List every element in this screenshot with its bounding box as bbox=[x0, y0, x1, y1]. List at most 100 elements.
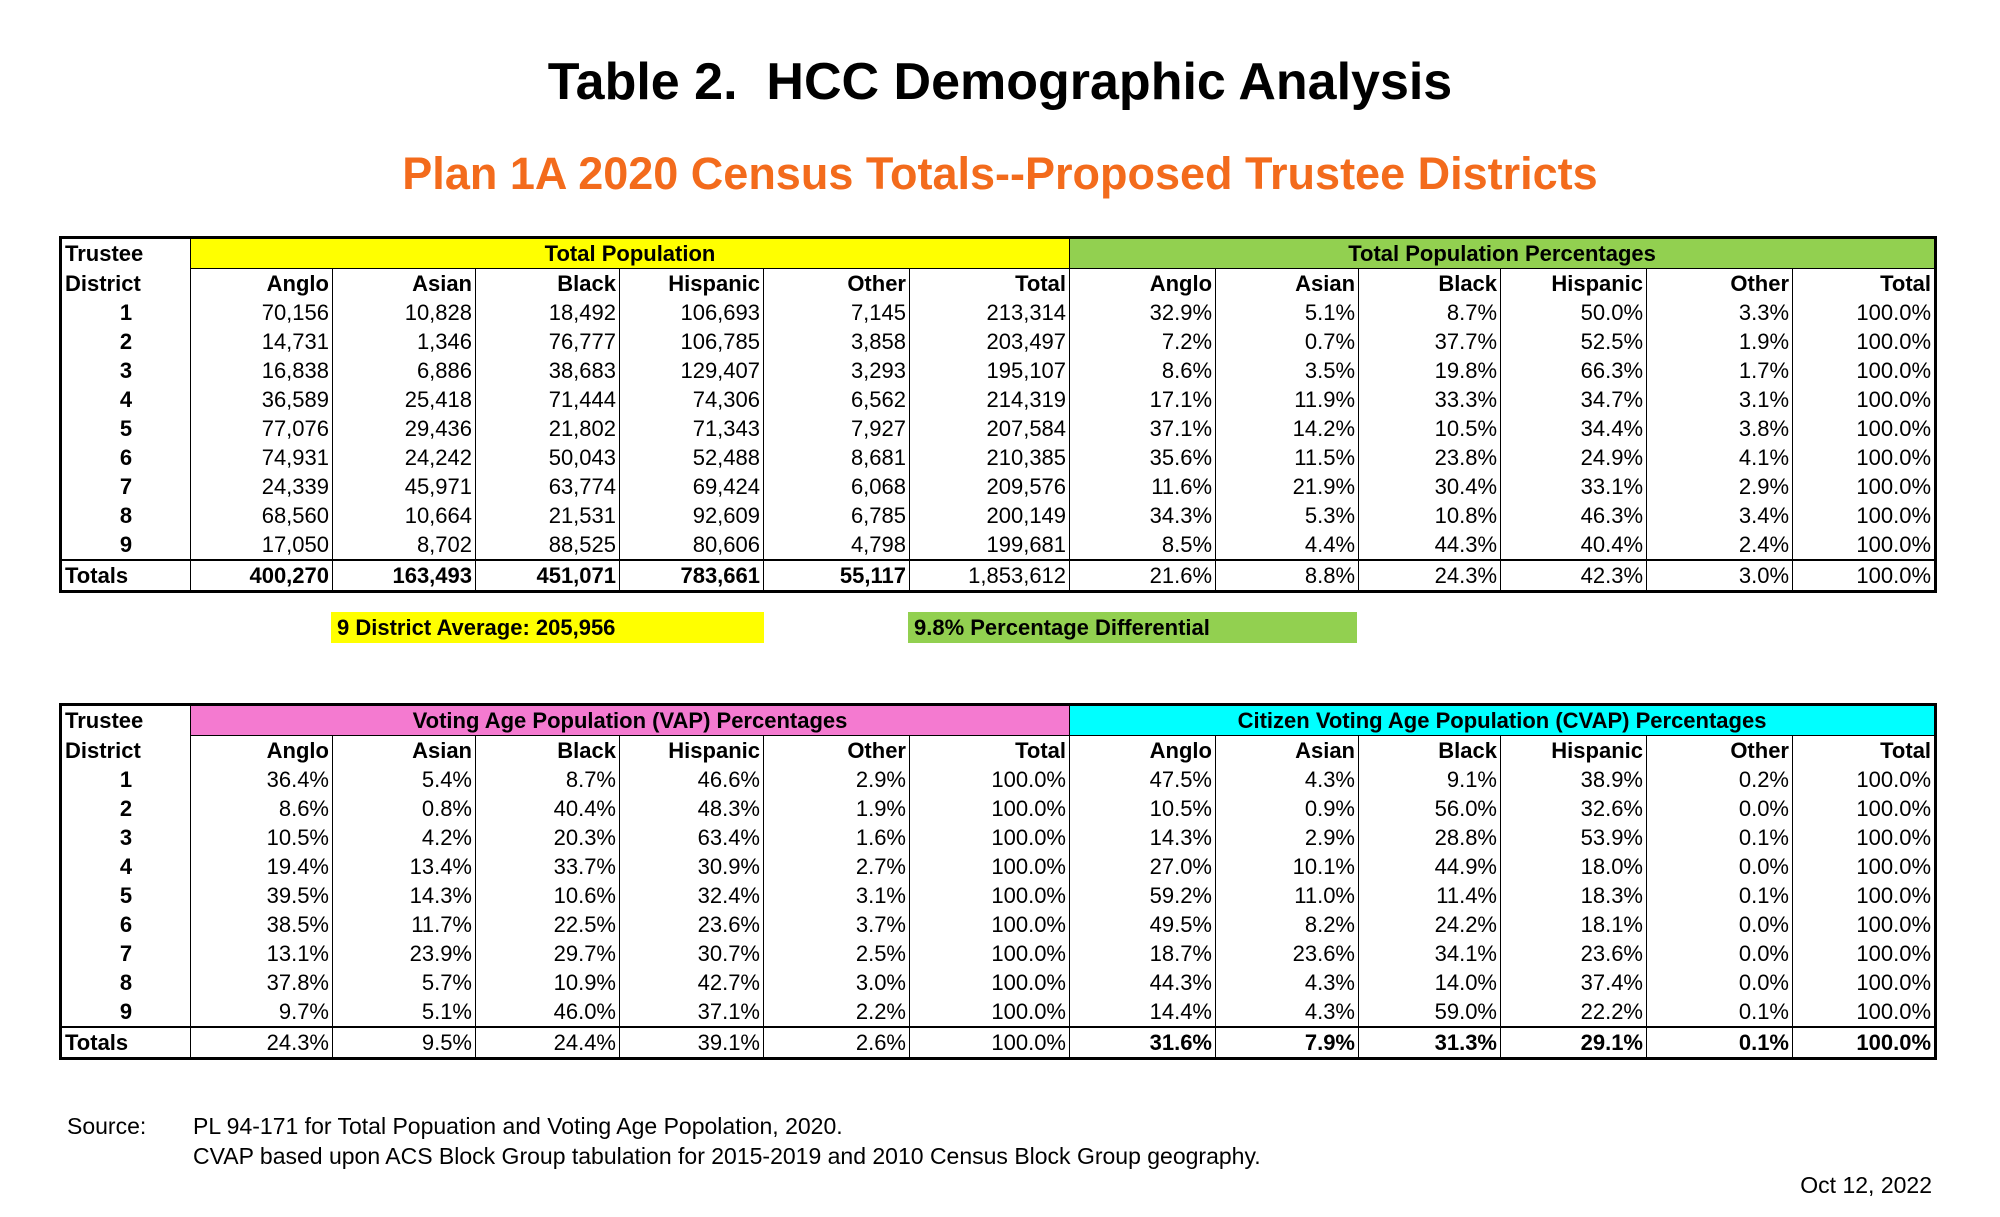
column-header: Anglo bbox=[190, 268, 333, 298]
cell-value: 3.0% bbox=[1646, 559, 1793, 592]
cell-value: 33.1% bbox=[1500, 472, 1647, 501]
district-label: 4 bbox=[60, 852, 191, 881]
cell-value: 100.0% bbox=[909, 794, 1070, 823]
district-row: 5 77,076 29,436 21,802 71,343 7,927 207,584 37.… bbox=[60, 414, 1936, 443]
cell-value: 24.9% bbox=[1500, 443, 1647, 472]
cell-value: 42.3% bbox=[1500, 559, 1647, 592]
column-header: Other bbox=[1646, 268, 1793, 298]
vap-table: Trustee Voting Age Population (VAP) Perce… bbox=[59, 703, 1938, 1060]
cell-value: 195,107 bbox=[908, 356, 1070, 385]
corner-label: Trustee bbox=[60, 704, 191, 736]
cell-value: 209,576 bbox=[908, 472, 1070, 501]
cell-value: 129,407 bbox=[619, 356, 764, 385]
cell-value: 34.1% bbox=[1358, 939, 1501, 968]
column-header: Total bbox=[908, 268, 1070, 298]
column-header: Total bbox=[1792, 268, 1936, 298]
cell-value: 7.2% bbox=[1069, 327, 1216, 356]
cell-value: 39.5% bbox=[190, 881, 333, 910]
cell-value: 4.3% bbox=[1215, 997, 1359, 1027]
cell-value: 23.6% bbox=[1500, 939, 1647, 968]
cell-value: 52,488 bbox=[619, 443, 764, 472]
cell-value: 100.0% bbox=[1792, 414, 1936, 443]
district-label: 2 bbox=[60, 794, 191, 823]
cell-value: 1.7% bbox=[1646, 356, 1793, 385]
cell-value: 1,346 bbox=[332, 327, 476, 356]
district-label: Totals bbox=[60, 559, 191, 592]
cell-value: 5.4% bbox=[332, 765, 476, 794]
cell-value: 100.0% bbox=[909, 765, 1070, 794]
corner-label: District bbox=[60, 735, 191, 765]
cell-value: 100.0% bbox=[1792, 443, 1936, 472]
cell-value: 8,702 bbox=[332, 530, 476, 560]
cell-value: 210,385 bbox=[908, 443, 1070, 472]
date: Oct 12, 2022 bbox=[1800, 1172, 1932, 1198]
cell-value: 11.9% bbox=[1215, 385, 1359, 414]
cell-value: 44.3% bbox=[1358, 530, 1501, 560]
cell-value: 0.2% bbox=[1646, 765, 1793, 794]
cell-value: 3.0% bbox=[763, 968, 910, 997]
cell-value: 10.1% bbox=[1215, 852, 1359, 881]
cell-value: 3.4% bbox=[1646, 501, 1793, 530]
cell-value: 47.5% bbox=[1069, 765, 1216, 794]
source-line: CVAP based upon ACS Block Group tabulati… bbox=[193, 1143, 1261, 1169]
cell-value: 37.8% bbox=[190, 968, 333, 997]
cell-value: 100.0% bbox=[1792, 472, 1936, 501]
source-line: PL 94-171 for Total Popuation and Voting… bbox=[193, 1113, 843, 1139]
source-label: Source: bbox=[67, 1113, 147, 1139]
cell-value: 9.5% bbox=[332, 1026, 476, 1059]
cell-value: 207,584 bbox=[908, 414, 1070, 443]
cell-value: 3.1% bbox=[1646, 385, 1793, 414]
cell-value: 9.7% bbox=[190, 997, 333, 1027]
cell-value: 30.7% bbox=[619, 939, 764, 968]
district-label: 5 bbox=[60, 414, 191, 443]
cell-value: 8.6% bbox=[1069, 356, 1216, 385]
cell-value: 38.5% bbox=[190, 910, 333, 939]
column-header: Other bbox=[763, 735, 910, 765]
cell-value: 50,043 bbox=[475, 443, 620, 472]
district-row: 9 9.7% 5.1% 46.0% 37.1% 2.2% 100.0% 14.4% 4.3% 59… bbox=[60, 997, 1936, 1027]
column-header: Black bbox=[1358, 735, 1501, 765]
column-header: Black bbox=[475, 268, 620, 298]
cell-value: 16,838 bbox=[190, 356, 333, 385]
cell-value: 24,339 bbox=[190, 472, 333, 501]
district-label: 8 bbox=[60, 968, 191, 997]
cell-value: 49.5% bbox=[1069, 910, 1216, 939]
cell-value: 6,886 bbox=[332, 356, 476, 385]
cell-value: 203,497 bbox=[908, 327, 1070, 356]
cell-value: 21,531 bbox=[475, 501, 620, 530]
cell-value: 52.5% bbox=[1500, 327, 1647, 356]
cell-value: 3.5% bbox=[1215, 356, 1359, 385]
cell-value: 7.9% bbox=[1215, 1026, 1359, 1059]
cell-value: 0.8% bbox=[332, 794, 476, 823]
cell-value: 56.0% bbox=[1358, 794, 1501, 823]
cell-value: 74,931 bbox=[190, 443, 333, 472]
cell-value: 0.0% bbox=[1646, 939, 1793, 968]
cell-value: 36.4% bbox=[190, 765, 333, 794]
cell-value: 100.0% bbox=[1791, 765, 1936, 794]
cell-value: 100.0% bbox=[909, 968, 1070, 997]
cell-value: 19.8% bbox=[1358, 356, 1501, 385]
column-header: Hispanic bbox=[619, 735, 764, 765]
group-header-row: Trustee Voting Age Population (VAP) Perce… bbox=[60, 704, 1936, 736]
column-header: Anglo bbox=[1069, 735, 1216, 765]
cell-value: 100.0% bbox=[1792, 501, 1936, 530]
cell-value: 33.3% bbox=[1358, 385, 1501, 414]
district-row: 6 74,931 24,242 50,043 52,488 8,681 210,385 35.… bbox=[60, 443, 1936, 472]
cell-value: 5.1% bbox=[1215, 298, 1359, 327]
district-label: Totals bbox=[60, 1026, 191, 1059]
cell-value: 18.0% bbox=[1500, 852, 1647, 881]
cell-value: 35.6% bbox=[1069, 443, 1216, 472]
column-header: Total bbox=[1791, 735, 1936, 765]
cell-value: 18,492 bbox=[475, 298, 620, 327]
column-header: Asian bbox=[332, 268, 476, 298]
cell-value: 13.4% bbox=[332, 852, 476, 881]
cell-value: 2.6% bbox=[763, 1026, 910, 1059]
district-row: 3 16,838 6,886 38,683 129,407 3,293 195,107 8.6… bbox=[60, 356, 1936, 385]
column-header: Hispanic bbox=[1500, 268, 1647, 298]
district-label: 6 bbox=[60, 910, 191, 939]
cell-value: 100.0% bbox=[909, 939, 1070, 968]
cell-value: 23.6% bbox=[619, 910, 764, 939]
cell-value: 0.1% bbox=[1646, 881, 1793, 910]
cell-value: 4.4% bbox=[1215, 530, 1359, 560]
corner-label: Trustee bbox=[60, 237, 191, 269]
